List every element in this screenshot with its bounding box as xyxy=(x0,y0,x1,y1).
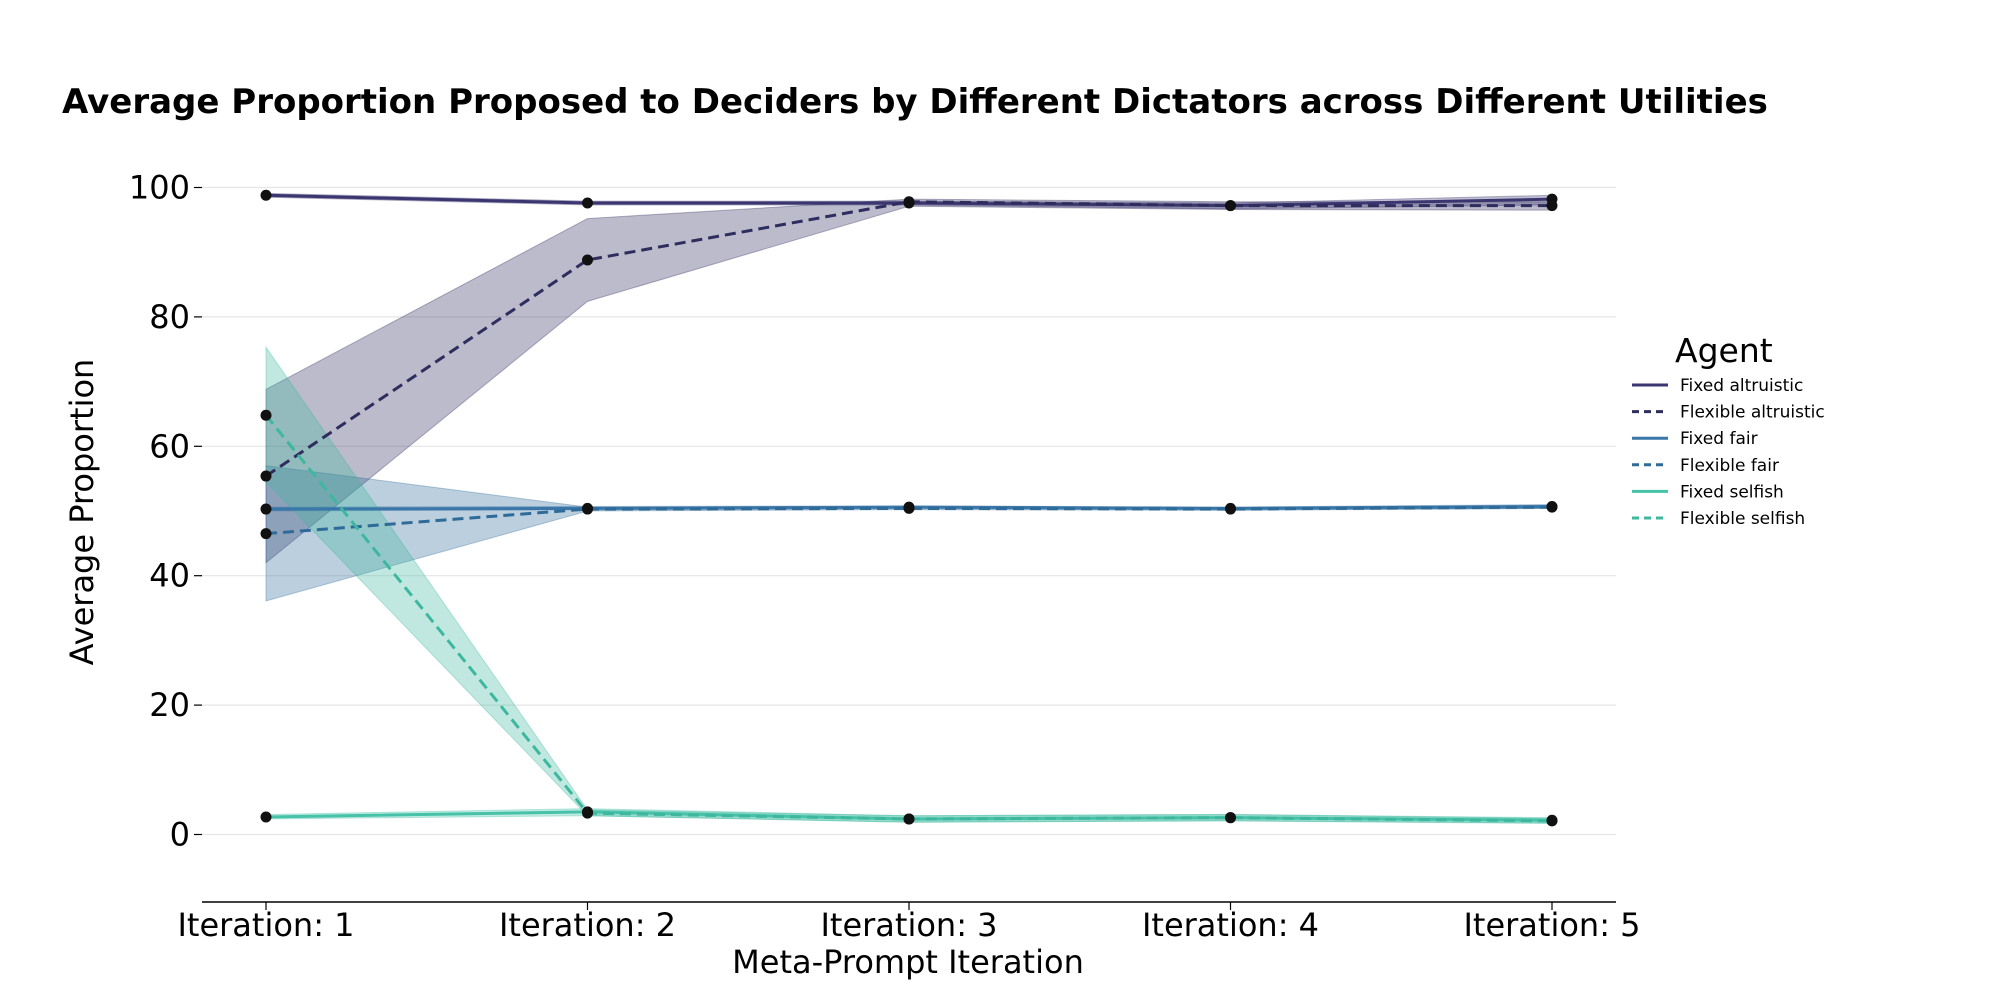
legend-label-fixed-selfish: Fixed selfish xyxy=(1680,482,1784,502)
point-flexible-altruistic-4 xyxy=(1225,200,1236,212)
x-tick-label-1: Iteration: 1 xyxy=(177,906,354,944)
point-flexible-altruistic-5 xyxy=(1546,200,1558,212)
point-flexible-altruistic-3 xyxy=(903,196,915,208)
legend-title: Agent xyxy=(1675,331,1773,370)
x-tick-label-5: Iteration: 5 xyxy=(1463,906,1640,944)
point-fixed-altruistic-2 xyxy=(582,197,593,209)
x-tick-label-2: Iteration: 2 xyxy=(499,906,676,944)
y-tick-label-20: 20 xyxy=(149,686,190,724)
point-flexible-selfish-1 xyxy=(260,409,272,421)
point-flexible-fair-3 xyxy=(903,502,915,514)
y-axis-ticks: 0 20 40 60 80 100 xyxy=(129,169,202,854)
point-flexible-fair-1 xyxy=(260,528,272,540)
point-flexible-altruistic-2 xyxy=(582,254,593,266)
x-axis-ticks: Iteration: 1 Iteration: 2 Iteration: 3 Iter… xyxy=(177,902,1641,944)
y-tick-label-0: 0 xyxy=(170,816,190,854)
y-axis-label: Average Proportion xyxy=(63,359,101,666)
chart-title: Average Proportion Proposed to Deciders … xyxy=(62,82,1768,122)
x-axis-label: Meta-Prompt Iteration xyxy=(732,943,1084,981)
legend-label-flexible-selfish: Flexible selfish xyxy=(1680,509,1805,529)
band-flexible-selfish xyxy=(265,345,1553,825)
point-flexible-selfish-2 xyxy=(582,807,593,819)
point-flexible-selfish-5 xyxy=(1546,815,1558,827)
band-flexible-fair xyxy=(265,465,1553,602)
grid-lines xyxy=(202,186,1616,836)
data-points xyxy=(260,189,1558,827)
legend-label-fixed-fair: Fixed fair xyxy=(1680,429,1758,449)
legend-label-fixed-altruistic: Fixed altruistic xyxy=(1680,376,1803,396)
legend-label-flexible-fair: Flexible fair xyxy=(1680,456,1779,476)
x-tick-label-4: Iteration: 4 xyxy=(1142,906,1319,944)
point-fixed-selfish-1 xyxy=(260,811,272,823)
y-tick-label-40: 40 xyxy=(149,557,190,595)
point-flexible-fair-5 xyxy=(1546,501,1558,513)
point-fixed-altruistic-1 xyxy=(260,189,272,201)
point-flexible-fair-4 xyxy=(1225,503,1236,515)
y-tick-label-60: 60 xyxy=(149,427,190,465)
y-tick-label-100: 100 xyxy=(129,169,190,207)
legend-label-flexible-altruistic: Flexible altruistic xyxy=(1680,403,1825,423)
x-tick-label-3: Iteration: 3 xyxy=(820,906,997,944)
line-flexible-fair xyxy=(265,505,1553,536)
legend: Agent Fixed altruistic Flexible altruisti… xyxy=(1632,331,1825,529)
y-tick-label-80: 80 xyxy=(149,298,190,336)
point-flexible-selfish-3 xyxy=(903,813,915,825)
point-flexible-selfish-4 xyxy=(1225,812,1236,824)
line-flexible-selfish xyxy=(264,414,1553,823)
point-fixed-fair-1 xyxy=(260,503,272,515)
point-flexible-fair-2 xyxy=(582,503,593,515)
point-flexible-altruistic-1 xyxy=(260,470,272,482)
